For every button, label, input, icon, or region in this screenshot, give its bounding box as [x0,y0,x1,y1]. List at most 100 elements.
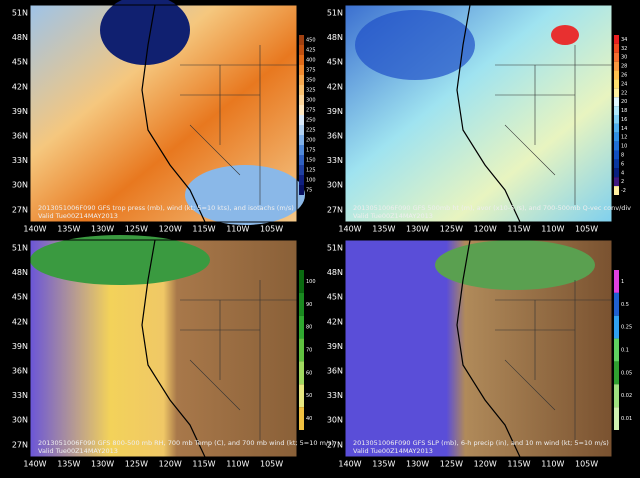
panel-valid-time: Valid Tue00Z14MAY2013 [353,212,433,220]
colorbar-swatch [614,43,619,53]
colorbar-label: 450 [306,38,316,44]
colorbar-swatch [299,292,304,316]
colorbar-swatch [299,175,304,185]
colorbar-swatch [299,315,304,339]
lat-label: 48N [12,268,28,277]
colorbar-label: 60 [306,370,312,376]
colorbar-label: 125 [306,168,316,174]
lon-label: 110W [541,460,564,469]
state-borders [180,280,297,440]
lat-label: 33N [327,391,343,400]
colorbar-label: 16 [621,117,627,123]
colorbar-swatch [614,79,619,89]
lon-label: 140W [23,225,46,234]
lon-label: 130W [406,460,429,469]
colorbar-label: 250 [306,118,316,124]
colorbar-label: 225 [306,128,316,134]
map-panel: 2013051006F090 GFS 800-500 mb RH, 700 mb… [29,235,334,458]
colorbar-label: 10 [621,144,627,150]
lon-label: 120W [159,460,182,469]
colorbar-label: 8 [621,153,624,159]
colorbar-swatch [299,75,304,85]
lat-label: 39N [12,107,28,116]
colorbar-label: 26 [621,73,627,79]
lat-label: 42N [12,317,28,326]
panel-caption: 2013051006F090 GFS SLP (mb), 6-h precip … [353,439,609,447]
state-borders [495,280,612,440]
lat-label: 42N [327,82,343,91]
panel-frame [29,239,298,458]
colorbar-label: 80 [306,325,312,331]
colorbar-label: 14 [621,126,627,132]
colorbar-label: 300 [306,98,316,104]
lon-label: 135W [57,460,80,469]
colorbar-label: 70 [306,348,312,354]
colorbar-swatch [299,65,304,75]
colorbar-label: 200 [306,138,316,144]
colorbar-swatch [299,407,304,430]
coastline [456,239,521,458]
colorbar-swatch [614,315,619,339]
colorbar-label: 275 [306,108,316,114]
lon-label: 125W [440,460,463,469]
colorbar-label: 350 [306,78,316,84]
map-panel: 2013051006F090 GFS 500mb ht (m), avor (x… [344,4,631,223]
colorbar-swatch [614,186,619,195]
lon-label: 135W [372,225,395,234]
colorbar-swatch [614,106,619,115]
lat-label: 30N [12,416,28,425]
colorbar-swatch [299,55,304,65]
coastline [141,4,206,223]
lon-label: 135W [372,460,395,469]
lat-label: 33N [12,156,28,165]
colorbar-swatch [299,270,304,293]
lon-label: 140W [338,225,361,234]
state-borders [180,45,297,205]
colorbar-swatch [614,123,619,133]
panel-valid-time: Valid Tue00Z14MAY2013 [38,212,118,220]
lon-label: 140W [23,460,46,469]
lat-label: 30N [327,416,343,425]
lat-label: 51N [327,9,343,18]
dark-blue [355,10,475,80]
blue-core [100,0,190,65]
lat-label: 39N [327,342,343,351]
lon-label: 105W [260,460,283,469]
colorbar-label: 325 [306,88,316,94]
lat-label: 27N [327,205,343,214]
colorbar-swatch [614,97,619,107]
colorbar-swatch [614,115,619,124]
lon-label: 115W [507,225,530,234]
colorbar-swatch [299,85,304,95]
colorbar-label: 20 [621,99,627,105]
coastline [456,4,521,223]
colorbar-label: 0.5 [621,302,629,308]
colorbar-swatch [614,338,619,362]
lat-label: 33N [327,156,343,165]
colorbar-label: 400 [306,58,316,64]
panel-frame [344,4,613,223]
lat-label: 42N [327,317,343,326]
colorbar-label: 0.1 [621,348,629,354]
colorbar-swatch [614,168,619,178]
colorbar-swatch [614,270,619,293]
colorbar-label: 40 [306,416,312,422]
colorbar-swatch [614,292,619,316]
colorbar-label: 50 [306,393,312,399]
colorbar-swatch [614,384,619,408]
lat-label: 45N [327,58,343,67]
colorbar-label: 90 [306,302,312,308]
colorbar-label: 0.05 [621,370,632,376]
colorbar-label: 32 [621,46,627,52]
colorbar-label: 100 [306,279,316,285]
colorbar-swatch [614,132,619,142]
colorbar-swatch [299,135,304,145]
panel-frame [344,239,613,458]
lon-label: 110W [226,225,249,234]
colorbar-swatch [299,125,304,135]
panel-caption: 2013051006F090 GFS trop press (mb), wind… [38,204,294,212]
colorbar-label: 0.01 [621,416,632,422]
lat-label: 33N [12,391,28,400]
lon-label: 130W [406,225,429,234]
panel-valid-time: Valid Tue00Z14MAY2013 [38,447,118,455]
